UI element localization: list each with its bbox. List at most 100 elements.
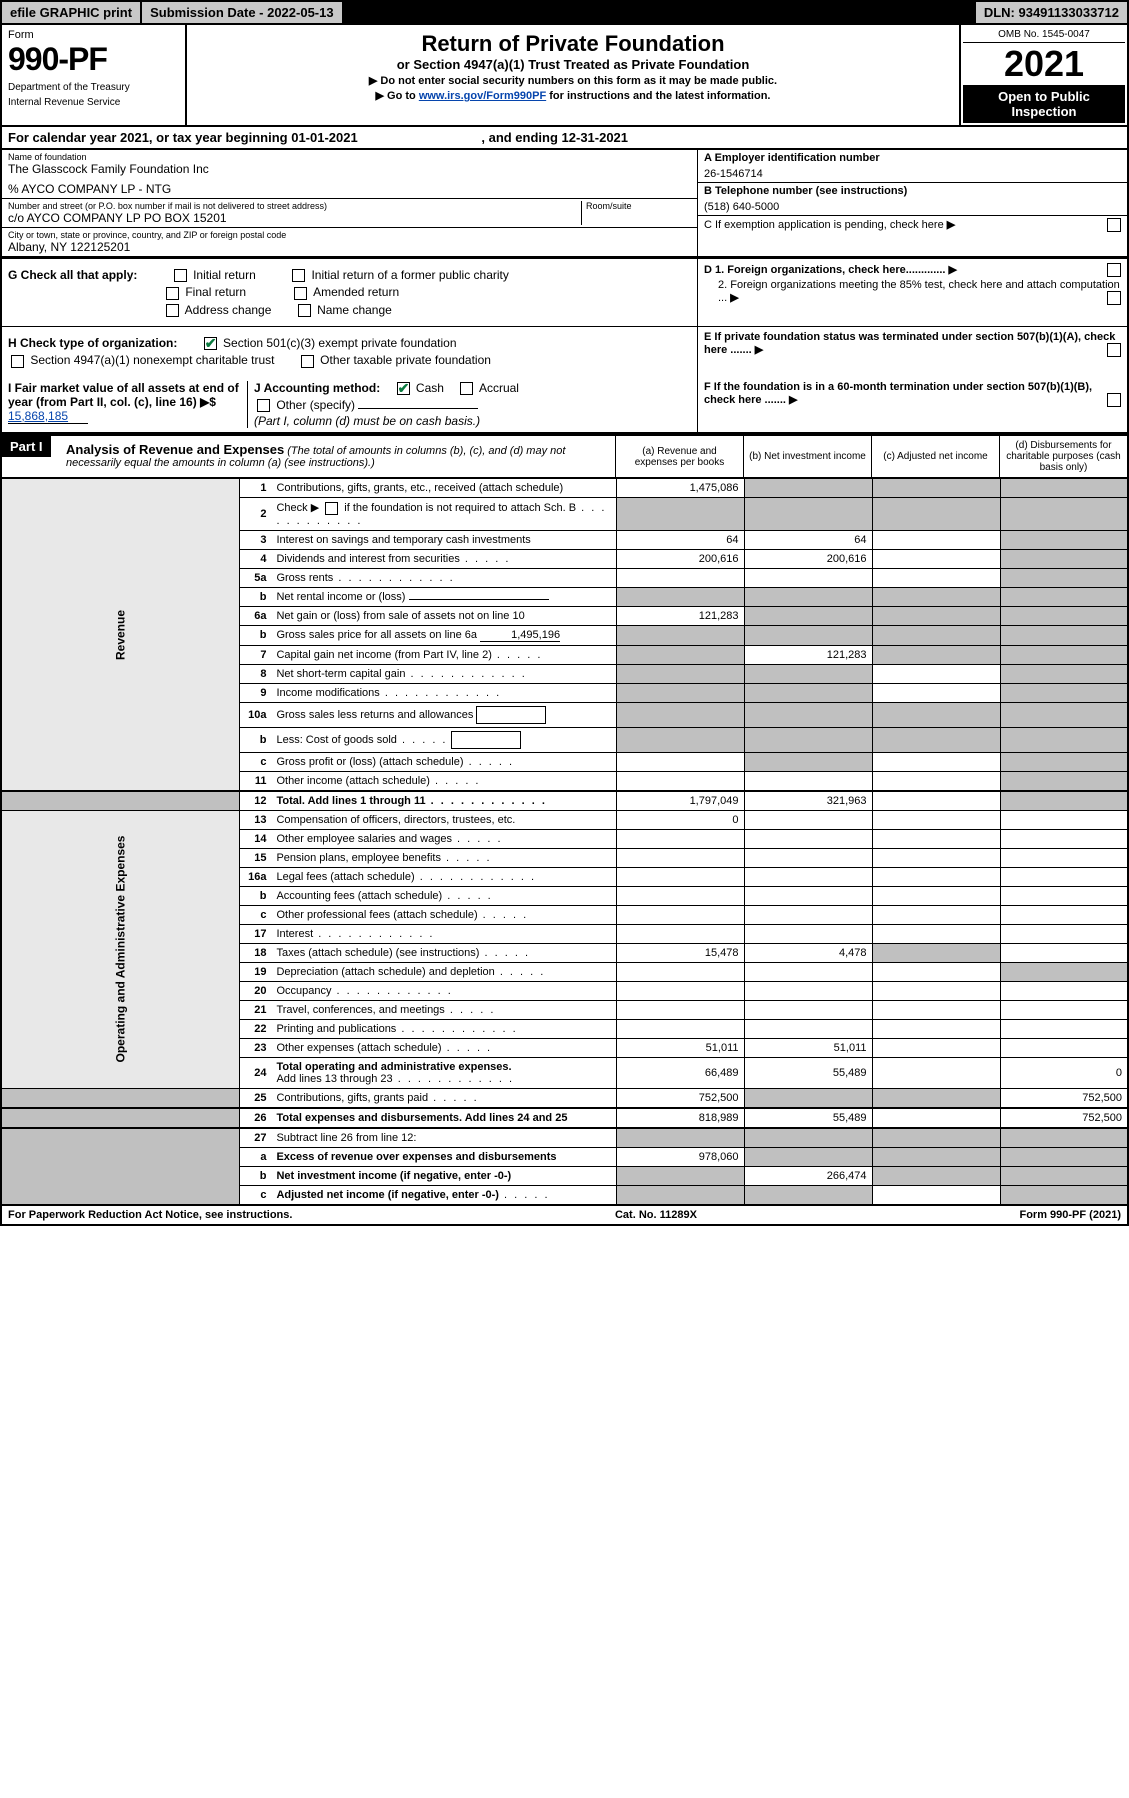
line-num: 25 — [239, 1088, 271, 1108]
f-checkbox[interactable] — [1107, 393, 1121, 407]
e-label: E If private foundation status was termi… — [704, 331, 1115, 356]
line-num: 18 — [239, 943, 271, 962]
line-desc: Net rental income or (loss) — [271, 587, 616, 606]
c-row: C If exemption application is pending, c… — [698, 216, 1127, 233]
dept-irs: Internal Revenue Service — [8, 97, 179, 108]
calendar-year-row: For calendar year 2021, or tax year begi… — [0, 127, 1129, 150]
cash-checkbox[interactable] — [397, 382, 410, 395]
e-checkbox[interactable] — [1107, 343, 1121, 357]
d2-checkbox[interactable] — [1107, 291, 1121, 305]
dln: DLN: 93491133033712 — [976, 2, 1127, 23]
fmv-value[interactable]: 15,868,185 — [8, 409, 88, 424]
ij-left: I Fair market value of all assets at end… — [2, 377, 697, 433]
line-desc: Less: Cost of goods sold — [271, 727, 616, 752]
h-left: H Check type of organization: Section 50… — [2, 327, 697, 377]
addr-change-checkbox[interactable] — [166, 304, 179, 317]
col-headers: (a) Revenue and expenses per books (b) N… — [615, 436, 1127, 477]
foundation-name-2: % AYCO COMPANY LP - NTG — [8, 182, 691, 196]
line-num: c — [239, 1185, 271, 1204]
amt-a: 51,011 — [616, 1038, 744, 1057]
cal-year-begin: For calendar year 2021, or tax year begi… — [8, 130, 358, 145]
irs-link[interactable]: www.irs.gov/Form990PF — [419, 90, 546, 102]
amt-b: 4,478 — [744, 943, 872, 962]
line-num: 17 — [239, 924, 271, 943]
other-taxable-checkbox[interactable] — [301, 355, 314, 368]
line-num: 15 — [239, 848, 271, 867]
line-desc: Occupancy — [271, 981, 616, 1000]
other-method-checkbox[interactable] — [257, 399, 270, 412]
j-note: (Part I, column (d) must be on cash basi… — [254, 414, 691, 428]
instr-goto-post: for instructions and the latest informat… — [546, 90, 770, 102]
amt-b: 64 — [744, 530, 872, 549]
d2-row: 2. Foreign organizations meeting the 85%… — [704, 279, 1121, 304]
amt-d: 752,500 — [1000, 1088, 1128, 1108]
line-desc: Income modifications — [271, 683, 616, 702]
part1-header-row: Part I Analysis of Revenue and Expenses … — [0, 434, 1129, 477]
4947-checkbox[interactable] — [11, 355, 24, 368]
instr-ssn: ▶ Do not enter social security numbers o… — [197, 74, 949, 87]
cal-year-end: , and ending 12-31-2021 — [481, 130, 628, 145]
i-cell: I Fair market value of all assets at end… — [8, 381, 248, 429]
d-right: D 1. Foreign organizations, check here..… — [697, 259, 1127, 326]
header-center: Return of Private Foundation or Section … — [187, 25, 959, 125]
d1-checkbox[interactable] — [1107, 263, 1121, 277]
amt-d: 752,500 — [1000, 1108, 1128, 1128]
accrual-checkbox[interactable] — [460, 382, 473, 395]
footer-right: Form 990-PF (2021) — [1019, 1209, 1121, 1221]
ein-row: A Employer identification number 26-1546… — [698, 150, 1127, 183]
side-revenue: Revenue — [1, 478, 239, 791]
name-change-checkbox[interactable] — [298, 304, 311, 317]
amt-a: 0 — [616, 810, 744, 829]
line-desc: Compensation of officers, directors, tru… — [271, 810, 616, 829]
ein: 26-1546714 — [704, 168, 1121, 180]
amt-a: 752,500 — [616, 1088, 744, 1108]
line-desc: Dividends and interest from securities — [271, 549, 616, 568]
initial-former-checkbox[interactable] — [292, 269, 305, 282]
table-row: 12 Total. Add lines 1 through 11 1,797,0… — [1, 791, 1128, 811]
line-desc: Interest — [271, 924, 616, 943]
table-row: Revenue 1 Contributions, gifts, grants, … — [1, 478, 1128, 498]
line-num: 12 — [239, 791, 271, 811]
amt-b: 321,963 — [744, 791, 872, 811]
line-num: 24 — [239, 1057, 271, 1088]
g-check-block: G Check all that apply: Initial return I… — [0, 258, 1129, 326]
line-desc: Adjusted net income (if negative, enter … — [271, 1185, 616, 1204]
line-desc: Depreciation (attach schedule) and deple… — [271, 962, 616, 981]
amt-a: 818,989 — [616, 1108, 744, 1128]
501c3-label: Section 501(c)(3) exempt private foundat… — [223, 336, 456, 350]
line-desc: Contributions, gifts, grants paid — [271, 1088, 616, 1108]
sch-b-checkbox[interactable] — [325, 502, 338, 515]
h-block: H Check type of organization: Section 50… — [0, 326, 1129, 377]
line-desc: Capital gain net income (from Part IV, l… — [271, 645, 616, 664]
final-return-label: Final return — [185, 285, 246, 299]
amt-b: 200,616 — [744, 549, 872, 568]
addr-label: Number and street (or P.O. box number if… — [8, 201, 581, 211]
g-row2: Final return Amended return — [163, 285, 691, 299]
line-desc: Total. Add lines 1 through 11 — [271, 791, 616, 811]
col-a-header: (a) Revenue and expenses per books — [615, 436, 743, 477]
topbar: efile GRAPHIC print Submission Date - 20… — [0, 0, 1129, 25]
c-checkbox[interactable] — [1107, 218, 1121, 232]
table-row: 26 Total expenses and disbursements. Add… — [1, 1108, 1128, 1128]
accrual-label: Accrual — [479, 381, 519, 395]
table-row: 25 Contributions, gifts, grants paid 752… — [1, 1088, 1128, 1108]
amended-checkbox[interactable] — [294, 287, 307, 300]
line-num: 26 — [239, 1108, 271, 1128]
name-label: Name of foundation — [8, 152, 691, 162]
i-arrow: ▶$ — [200, 395, 216, 409]
other-taxable-label: Other taxable private foundation — [320, 353, 491, 367]
initial-return-checkbox[interactable] — [174, 269, 187, 282]
amt-a: 978,060 — [616, 1147, 744, 1166]
amt-b: 55,489 — [744, 1057, 872, 1088]
final-return-checkbox[interactable] — [166, 287, 179, 300]
initial-former-label: Initial return of a former public charit… — [311, 268, 508, 282]
room-label: Room/suite — [586, 201, 691, 211]
efile-label[interactable]: efile GRAPHIC print — [2, 2, 142, 23]
501c3-checkbox[interactable] — [204, 337, 217, 350]
part1-title: Analysis of Revenue and Expenses — [66, 442, 284, 457]
line-desc: Other expenses (attach schedule) — [271, 1038, 616, 1057]
line-desc: Printing and publications — [271, 1019, 616, 1038]
initial-return-label: Initial return — [193, 268, 256, 282]
phone: (518) 640-5000 — [704, 201, 1121, 213]
e-right: E If private foundation status was termi… — [697, 327, 1127, 377]
